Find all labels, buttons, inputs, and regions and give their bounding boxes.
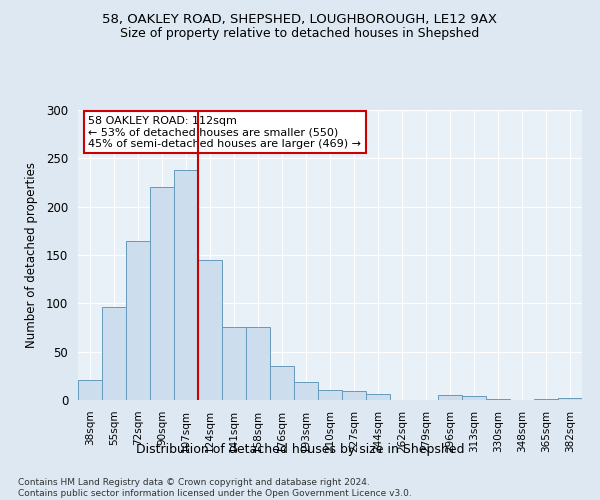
Text: 58 OAKLEY ROAD: 112sqm
← 53% of detached houses are smaller (550)
45% of semi-de: 58 OAKLEY ROAD: 112sqm ← 53% of detached…	[88, 116, 361, 149]
Bar	[318, 390, 342, 400]
Bar	[294, 382, 318, 400]
Bar	[126, 240, 150, 400]
Bar	[246, 326, 270, 400]
Bar	[462, 396, 486, 400]
Text: Distribution of detached houses by size in Shepshed: Distribution of detached houses by size …	[136, 442, 464, 456]
Bar	[366, 394, 390, 400]
Bar	[78, 380, 102, 400]
Bar	[534, 399, 558, 400]
Bar	[270, 366, 294, 400]
Bar	[174, 170, 198, 400]
Bar	[438, 395, 462, 400]
Bar	[486, 399, 510, 400]
Bar	[342, 392, 366, 400]
Y-axis label: Number of detached properties: Number of detached properties	[25, 162, 38, 348]
Text: Contains HM Land Registry data © Crown copyright and database right 2024.
Contai: Contains HM Land Registry data © Crown c…	[18, 478, 412, 498]
Text: 58, OAKLEY ROAD, SHEPSHED, LOUGHBOROUGH, LE12 9AX: 58, OAKLEY ROAD, SHEPSHED, LOUGHBOROUGH,…	[103, 12, 497, 26]
Bar	[150, 188, 174, 400]
Bar	[198, 260, 222, 400]
Bar	[222, 326, 246, 400]
Bar	[558, 398, 582, 400]
Bar	[102, 307, 126, 400]
Text: Size of property relative to detached houses in Shepshed: Size of property relative to detached ho…	[121, 28, 479, 40]
